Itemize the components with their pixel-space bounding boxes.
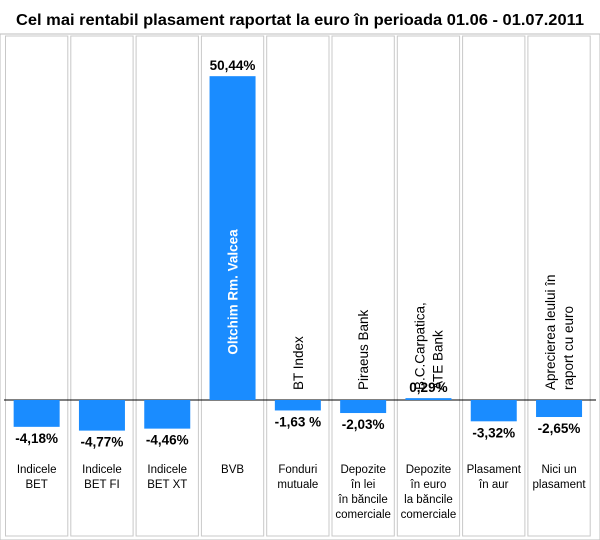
labels: -4,18% Indicele BET -4,77% Indicele BET FI -4,… bbox=[15, 58, 586, 521]
category-label: Plasament bbox=[467, 464, 522, 476]
category-label: BET XT bbox=[147, 479, 187, 491]
series-sublabel: ATE Bank bbox=[430, 330, 445, 390]
column-panel bbox=[266, 35, 330, 537]
series-sublabel: B.C.Carpatica, bbox=[412, 302, 427, 390]
chart-title: Cel mai rentabil plasament raportat la e… bbox=[16, 12, 584, 29]
category-label: comerciale bbox=[335, 509, 391, 521]
category-label: Indicele bbox=[147, 464, 187, 476]
category-label: BET FI bbox=[84, 479, 120, 491]
category-label: Depozite bbox=[340, 464, 385, 476]
category-label: în euro bbox=[410, 479, 447, 491]
category-label: la băncile bbox=[404, 494, 453, 506]
bars bbox=[13, 76, 583, 431]
bar bbox=[274, 400, 321, 411]
value-label: -3,32% bbox=[472, 425, 515, 440]
value-label: -4,18% bbox=[15, 431, 58, 446]
value-label: -4,46% bbox=[146, 433, 189, 448]
column-panel bbox=[70, 35, 134, 537]
category-label: comerciale bbox=[401, 509, 457, 521]
series-sublabel: raport cu euro bbox=[561, 306, 576, 390]
column-panel bbox=[462, 35, 526, 537]
value-label: 0,29% bbox=[409, 380, 447, 395]
category-label: Indicele bbox=[17, 464, 57, 476]
bar bbox=[209, 76, 256, 400]
value-label: 50,44% bbox=[210, 58, 256, 73]
bar bbox=[470, 400, 517, 422]
bar bbox=[536, 400, 583, 418]
bar bbox=[340, 400, 387, 414]
series-sublabel: Piraeus Bank bbox=[356, 309, 371, 390]
category-label: BET bbox=[25, 479, 47, 491]
column-panel bbox=[396, 35, 461, 537]
bar bbox=[13, 400, 60, 427]
series-sublabel: Aprecierea leului în bbox=[543, 274, 558, 390]
category-label: Fonduri bbox=[278, 464, 317, 476]
category-label: Indicele bbox=[82, 464, 122, 476]
column-panel bbox=[331, 35, 395, 537]
value-label: -4,77% bbox=[81, 435, 124, 450]
value-label: -2,65% bbox=[538, 421, 581, 436]
category-label: în lei bbox=[350, 479, 375, 491]
bar bbox=[405, 398, 452, 400]
category-label: Depozite bbox=[406, 464, 451, 476]
category-label: BVB bbox=[221, 464, 244, 476]
category-label: plasament bbox=[533, 479, 587, 491]
category-label: mutuale bbox=[277, 479, 318, 491]
value-label: -1,63 % bbox=[275, 414, 322, 429]
category-label: în aur bbox=[478, 479, 509, 491]
column-panel bbox=[135, 35, 199, 537]
column-panel bbox=[5, 35, 69, 537]
series-sublabel: BT Index bbox=[291, 336, 306, 390]
column-panel bbox=[527, 35, 591, 537]
bar bbox=[78, 400, 125, 431]
category-label: Nici un bbox=[541, 464, 576, 476]
value-label: -2,03% bbox=[342, 417, 385, 432]
category-label: în băncile bbox=[338, 494, 388, 506]
series-sublabel: Oltchim Rm. Valcea bbox=[226, 229, 241, 355]
bar bbox=[144, 400, 191, 429]
